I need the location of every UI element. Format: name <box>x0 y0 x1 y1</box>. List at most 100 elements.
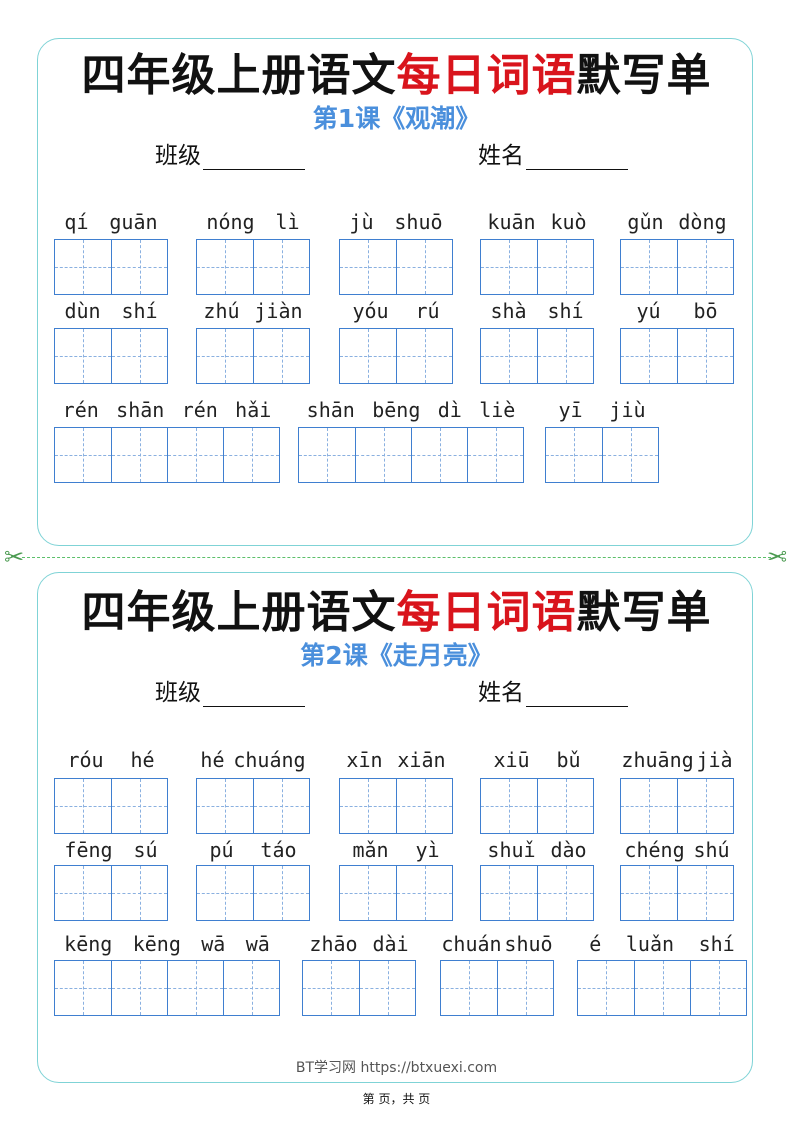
tianzige-cell[interactable] <box>111 866 167 920</box>
tianzige-cell[interactable] <box>55 428 111 482</box>
writing-grid[interactable] <box>577 960 747 1016</box>
tianzige-cell[interactable] <box>467 428 523 482</box>
tianzige-cell[interactable] <box>621 866 677 920</box>
tianzige-cell[interactable] <box>441 961 497 1015</box>
tianzige-cell[interactable] <box>111 428 167 482</box>
tianzige-cell[interactable] <box>167 961 223 1015</box>
tianzige-cell[interactable] <box>396 329 452 383</box>
tianzige-cell[interactable] <box>359 961 415 1015</box>
tianzige-cell[interactable] <box>621 779 677 833</box>
tianzige-cell[interactable] <box>537 779 593 833</box>
pinyin-syllable: rén <box>181 398 218 422</box>
tianzige-cell[interactable] <box>340 866 396 920</box>
tianzige-cell[interactable] <box>55 961 111 1015</box>
tianzige-cell[interactable] <box>621 329 677 383</box>
tianzige-cell[interactable] <box>55 779 111 833</box>
class-field-blank[interactable] <box>203 684 305 707</box>
writing-grid[interactable] <box>620 778 734 834</box>
class-field[interactable]: 班级 <box>155 142 305 170</box>
tianzige-cell[interactable] <box>355 428 411 482</box>
tianzige-cell[interactable] <box>481 779 537 833</box>
tianzige-cell[interactable] <box>253 329 309 383</box>
tianzige-cell[interactable] <box>537 240 593 294</box>
tianzige-cell[interactable] <box>546 428 602 482</box>
tianzige-cell[interactable] <box>634 961 690 1015</box>
tianzige-cell[interactable] <box>253 240 309 294</box>
writing-grid[interactable] <box>480 778 594 834</box>
writing-grid[interactable] <box>339 239 453 295</box>
tianzige-cell[interactable] <box>537 329 593 383</box>
writing-grid[interactable] <box>196 328 310 384</box>
writing-grid[interactable] <box>196 865 310 921</box>
tianzige-cell[interactable] <box>690 961 746 1015</box>
writing-grid[interactable] <box>54 427 280 483</box>
writing-grid[interactable] <box>620 239 734 295</box>
tianzige-cell[interactable] <box>677 866 733 920</box>
tianzige-cell[interactable] <box>167 428 223 482</box>
writing-grid[interactable] <box>339 328 453 384</box>
writing-grid[interactable] <box>339 778 453 834</box>
tianzige-cell[interactable] <box>677 240 733 294</box>
tianzige-cell[interactable] <box>340 329 396 383</box>
writing-grid[interactable] <box>545 427 659 483</box>
tianzige-cell[interactable] <box>55 240 111 294</box>
writing-grid[interactable] <box>54 778 168 834</box>
tianzige-cell[interactable] <box>197 779 253 833</box>
writing-grid[interactable] <box>298 427 524 483</box>
tianzige-cell[interactable] <box>197 866 253 920</box>
writing-grid[interactable] <box>54 328 168 384</box>
class-field-blank[interactable] <box>203 147 305 170</box>
writing-grid[interactable] <box>54 865 168 921</box>
tianzige-cell[interactable] <box>481 240 537 294</box>
tianzige-cell[interactable] <box>223 961 279 1015</box>
tianzige-cell[interactable] <box>497 961 553 1015</box>
tianzige-cell[interactable] <box>481 329 537 383</box>
class-field[interactable]: 班级 <box>155 679 305 707</box>
tianzige-cell[interactable] <box>111 961 167 1015</box>
writing-grid[interactable] <box>620 328 734 384</box>
writing-grid[interactable] <box>302 960 416 1016</box>
tianzige-cell[interactable] <box>481 866 537 920</box>
writing-grid[interactable] <box>54 239 168 295</box>
writing-grid[interactable] <box>440 960 554 1016</box>
tianzige-cell[interactable] <box>396 866 452 920</box>
writing-grid[interactable] <box>480 865 594 921</box>
tianzige-cell[interactable] <box>111 779 167 833</box>
tianzige-cell[interactable] <box>340 779 396 833</box>
tianzige-cell[interactable] <box>677 329 733 383</box>
tianzige-cell[interactable] <box>537 866 593 920</box>
name-field[interactable]: 姓名 <box>478 142 628 170</box>
writing-grid[interactable] <box>480 328 594 384</box>
tianzige-cell[interactable] <box>111 329 167 383</box>
tianzige-cell[interactable] <box>253 779 309 833</box>
tianzige-cell[interactable] <box>621 240 677 294</box>
name-field-blank[interactable] <box>526 147 628 170</box>
tianzige-cell[interactable] <box>602 428 658 482</box>
pinyin-syllable: liè <box>479 398 516 422</box>
writing-grid[interactable] <box>620 865 734 921</box>
pinyin-syllable: chuáng <box>233 748 306 772</box>
pinyin-label: nóng lì <box>196 210 310 234</box>
tianzige-cell[interactable] <box>299 428 355 482</box>
tianzige-cell[interactable] <box>55 866 111 920</box>
name-field[interactable]: 姓名 <box>478 679 628 707</box>
tianzige-cell[interactable] <box>578 961 634 1015</box>
writing-grid[interactable] <box>339 865 453 921</box>
tianzige-cell[interactable] <box>55 329 111 383</box>
tianzige-cell[interactable] <box>197 240 253 294</box>
tianzige-cell[interactable] <box>396 240 452 294</box>
tianzige-cell[interactable] <box>197 329 253 383</box>
writing-grid[interactable] <box>196 239 310 295</box>
name-field-blank[interactable] <box>526 684 628 707</box>
tianzige-cell[interactable] <box>111 240 167 294</box>
tianzige-cell[interactable] <box>223 428 279 482</box>
writing-grid[interactable] <box>196 778 310 834</box>
tianzige-cell[interactable] <box>396 779 452 833</box>
writing-grid[interactable] <box>480 239 594 295</box>
tianzige-cell[interactable] <box>303 961 359 1015</box>
tianzige-cell[interactable] <box>411 428 467 482</box>
writing-grid[interactable] <box>54 960 280 1016</box>
tianzige-cell[interactable] <box>253 866 309 920</box>
tianzige-cell[interactable] <box>677 779 733 833</box>
tianzige-cell[interactable] <box>340 240 396 294</box>
